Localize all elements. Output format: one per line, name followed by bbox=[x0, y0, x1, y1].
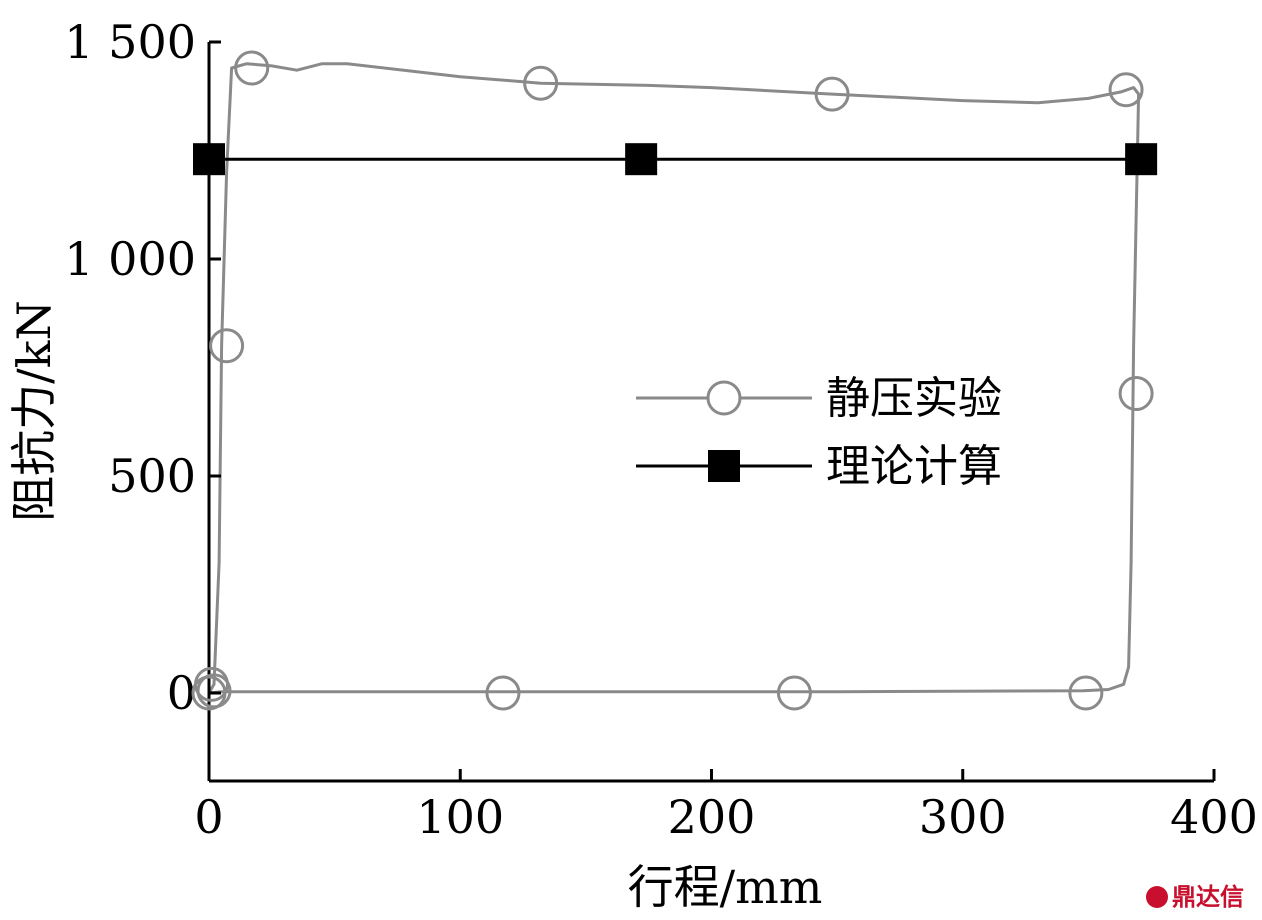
data-point-circle bbox=[776, 675, 812, 711]
x-tick-label: 200 bbox=[668, 790, 756, 844]
watermark-logo: 鼎达信 bbox=[1146, 877, 1244, 912]
y-tick-label: 0 bbox=[167, 666, 196, 720]
data-point-circle bbox=[1118, 376, 1154, 412]
watermark-icon bbox=[1146, 886, 1168, 908]
ticks: 0 100 200 300 400 0 500 1 000 1 500 bbox=[64, 15, 1258, 844]
y-tick-label: 1 000 bbox=[64, 232, 196, 286]
data-point-circle bbox=[523, 65, 559, 101]
legend-marker-circle bbox=[706, 380, 742, 416]
legend-label: 静压实验 bbox=[826, 373, 1002, 424]
legend-label: 理论计算 bbox=[826, 441, 1002, 492]
x-tick-label: 0 bbox=[194, 790, 223, 844]
data-markers bbox=[191, 50, 1158, 711]
x-tick-label: 300 bbox=[919, 790, 1007, 844]
data-point-square bbox=[193, 143, 225, 176]
x-tick-label: 400 bbox=[1170, 790, 1258, 844]
data-point-circle bbox=[234, 50, 270, 86]
data-point-circle bbox=[1068, 675, 1104, 711]
data-point-circle bbox=[196, 673, 232, 709]
data-point-square bbox=[625, 143, 658, 176]
y-tick-label: 1 500 bbox=[64, 15, 196, 69]
y-axis-title: 阻抗力/kN bbox=[7, 300, 61, 522]
data-point-circle bbox=[209, 328, 245, 364]
x-axis-title: 行程/mm bbox=[628, 860, 823, 914]
y-tick-label: 500 bbox=[108, 449, 196, 503]
axes bbox=[207, 42, 1214, 783]
data-point-circle bbox=[485, 675, 521, 711]
data-point-circle bbox=[1108, 72, 1144, 108]
watermark-text: 鼎达信 bbox=[1172, 883, 1244, 911]
x-tick-label: 100 bbox=[416, 790, 504, 844]
legend-marker-square bbox=[708, 450, 740, 482]
data-point-circle bbox=[814, 76, 850, 112]
data-point-square bbox=[1125, 143, 1158, 176]
